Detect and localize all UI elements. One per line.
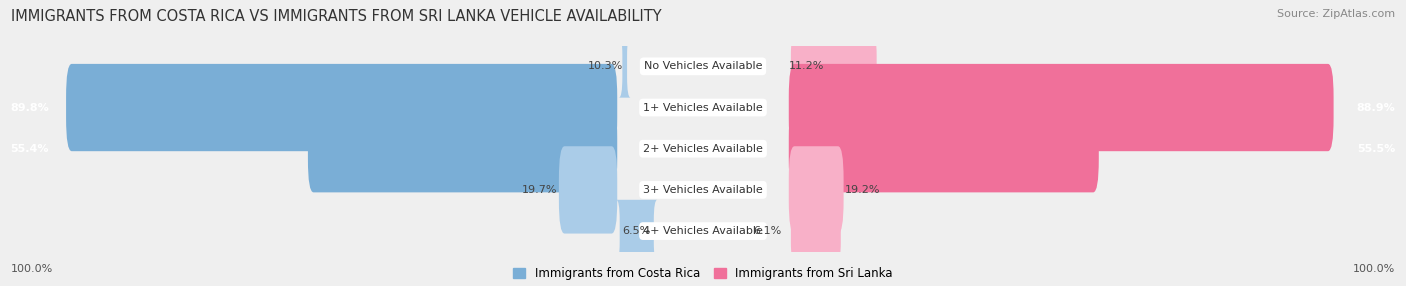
Text: 4+ Vehicles Available: 4+ Vehicles Available: [643, 226, 763, 236]
FancyBboxPatch shape: [790, 200, 841, 262]
FancyBboxPatch shape: [0, 68, 1406, 229]
Text: 89.8%: 89.8%: [10, 103, 49, 112]
FancyBboxPatch shape: [308, 105, 617, 192]
FancyBboxPatch shape: [560, 146, 617, 234]
FancyBboxPatch shape: [66, 64, 617, 151]
Text: No Vehicles Available: No Vehicles Available: [644, 61, 762, 71]
FancyBboxPatch shape: [789, 64, 1333, 151]
FancyBboxPatch shape: [619, 35, 630, 98]
Text: 55.5%: 55.5%: [1357, 144, 1395, 154]
Text: 10.3%: 10.3%: [588, 61, 624, 71]
Text: 3+ Vehicles Available: 3+ Vehicles Available: [643, 185, 763, 195]
Text: 2+ Vehicles Available: 2+ Vehicles Available: [643, 144, 763, 154]
FancyBboxPatch shape: [0, 0, 1406, 147]
Text: 1+ Vehicles Available: 1+ Vehicles Available: [643, 103, 763, 112]
Text: 88.9%: 88.9%: [1357, 103, 1395, 112]
Text: 11.2%: 11.2%: [789, 61, 824, 71]
FancyBboxPatch shape: [0, 109, 1406, 271]
FancyBboxPatch shape: [790, 35, 877, 98]
Legend: Immigrants from Costa Rica, Immigrants from Sri Lanka: Immigrants from Costa Rica, Immigrants f…: [513, 267, 893, 280]
Text: IMMIGRANTS FROM COSTA RICA VS IMMIGRANTS FROM SRI LANKA VEHICLE AVAILABILITY: IMMIGRANTS FROM COSTA RICA VS IMMIGRANTS…: [11, 9, 662, 23]
Text: 19.2%: 19.2%: [845, 185, 880, 195]
Text: Source: ZipAtlas.com: Source: ZipAtlas.com: [1277, 9, 1395, 19]
Text: 55.4%: 55.4%: [10, 144, 49, 154]
Text: 100.0%: 100.0%: [11, 264, 53, 274]
Text: 6.1%: 6.1%: [754, 226, 782, 236]
FancyBboxPatch shape: [0, 150, 1406, 286]
Text: 6.5%: 6.5%: [621, 226, 650, 236]
Text: 100.0%: 100.0%: [1353, 264, 1395, 274]
Text: 19.7%: 19.7%: [522, 185, 558, 195]
FancyBboxPatch shape: [789, 105, 1099, 192]
FancyBboxPatch shape: [0, 27, 1406, 188]
FancyBboxPatch shape: [789, 146, 844, 234]
FancyBboxPatch shape: [616, 200, 657, 262]
